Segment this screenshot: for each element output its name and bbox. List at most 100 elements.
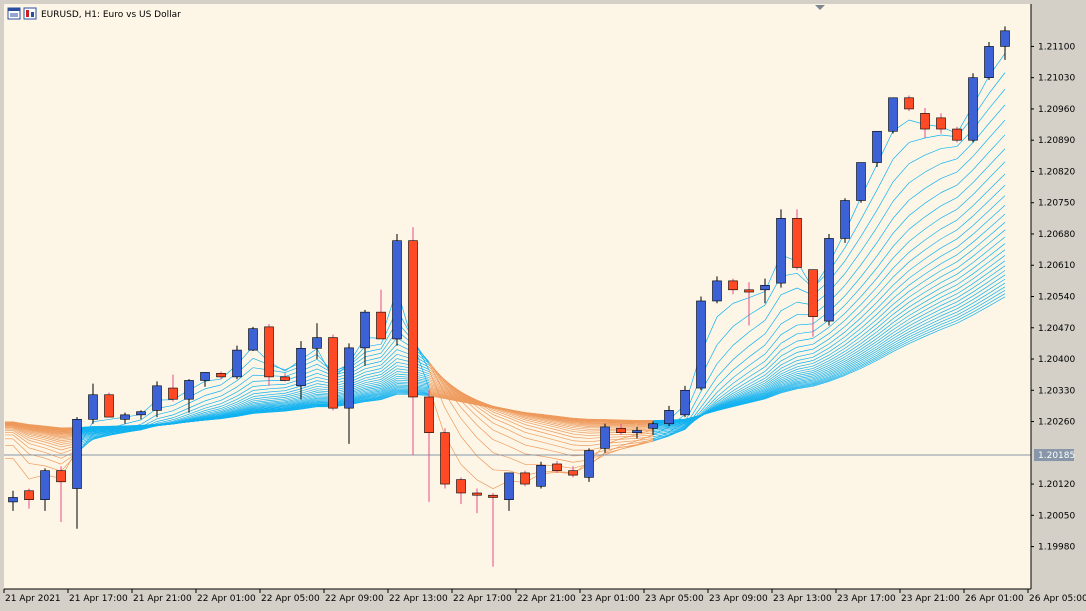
ribbon-segment: [876, 304, 894, 320]
ribbon-segment: [796, 378, 814, 382]
y-tick-label: 1.20750: [1038, 199, 1075, 209]
ribbon-segment: [108, 430, 126, 433]
ribbon-segment: [220, 399, 238, 407]
ribbon-segment: [92, 433, 110, 437]
price-axis[interactable]: 1.21100 1.21030 1.20960 1.20890 1.20820 1.207…: [1031, 42, 1075, 553]
ribbon-segment: [668, 427, 686, 432]
ribbon-segment: [972, 266, 990, 280]
ribbon-segment: [492, 408, 510, 415]
ribbon-segment: [428, 388, 446, 394]
ribbon-segment: [252, 391, 270, 395]
ribbon-segment: [268, 406, 286, 409]
ribbon-segment: [764, 392, 782, 400]
ribbon-segment: [876, 332, 894, 345]
ribbon-segment: [236, 406, 254, 412]
ribbon-segment: [908, 137, 926, 143]
ribbon-segment: [460, 400, 478, 417]
ribbon-segment: [988, 278, 1006, 290]
ribbon-segment: [12, 458, 30, 480]
ribbon-segment: [12, 426, 30, 435]
ribbon-segment: [252, 407, 270, 410]
ribbon-segment: [812, 354, 830, 364]
ribbon-segment: [652, 433, 670, 438]
ribbon-segment: [716, 387, 734, 401]
ribbon-segment: [540, 415, 558, 420]
ribbon-segment: [252, 380, 270, 382]
ribbon-segment: [972, 289, 990, 300]
ribbon-segment: [492, 429, 510, 438]
candle: [856, 162, 866, 203]
shift-marker-icon[interactable]: [815, 5, 825, 10]
ribbon-segment: [124, 419, 142, 425]
ribbon-segment: [44, 431, 62, 436]
ribbon-segment: [572, 421, 590, 425]
bear-candle-body: [552, 463, 562, 471]
ribbon-segment: [780, 346, 798, 357]
ribbon-segment: [956, 249, 974, 263]
ribbon-segment: [268, 405, 286, 408]
ribbon-segment: [380, 365, 398, 378]
ribbon-segment: [924, 315, 942, 324]
ribbon-segment: [732, 393, 750, 401]
ribbon-segment: [236, 402, 254, 410]
ribbon-segment: [940, 297, 958, 306]
ribbon-segment: [940, 293, 958, 302]
candle: [824, 233, 834, 326]
ribbon-segment: [604, 447, 622, 451]
ribbon-segment: [972, 271, 990, 284]
ribbon-segment: [780, 333, 798, 344]
ribbon-segment: [92, 430, 110, 433]
ribbon-segment: [252, 406, 270, 409]
y-tick-label: 1.20050: [1038, 511, 1075, 521]
ribbon-segment: [284, 390, 302, 396]
ribbon-segment: [748, 384, 766, 393]
ribbon-segment: [268, 408, 286, 410]
ribbon-segment: [300, 390, 318, 396]
ribbon-segment: [92, 429, 110, 432]
ribbon-segment: [652, 428, 670, 431]
ribbon-segment: [12, 445, 30, 464]
ribbon-segment: [284, 404, 302, 408]
ribbon-segment: [188, 407, 206, 415]
ribbon-segment: [844, 349, 862, 360]
ribbon-segment: [764, 343, 782, 362]
ribbon-segment: [828, 320, 846, 334]
ribbon-segment: [860, 318, 878, 333]
ribbon-segment: [780, 388, 798, 394]
ribbon-segment: [908, 154, 926, 165]
candle: [984, 41, 994, 80]
ribbon-segment: [236, 398, 254, 407]
ribbon-segment: [780, 387, 798, 393]
ribbon-segment: [860, 343, 878, 355]
ribbon-segment: [364, 393, 382, 398]
time-axis[interactable]: 21 Apr 2021 21 Apr 17:00 21 Apr 21:00 22 Ap…: [3, 589, 1086, 604]
ribbon-segment: [924, 308, 942, 318]
bear-candle-body: [488, 494, 498, 498]
ribbon-segment: [748, 391, 766, 398]
ribbon-segment: [380, 375, 398, 386]
ribbon-segment: [956, 194, 974, 210]
ribbon-segment: [764, 385, 782, 394]
y-tick-label: 1.20820: [1038, 167, 1075, 177]
ribbon-segment: [108, 431, 126, 435]
ribbon-segment: [828, 356, 846, 366]
ribbon-segment: [940, 301, 958, 310]
ribbon-segment: [860, 308, 878, 324]
ribbon-segment: [28, 447, 46, 453]
ribbon-segment: [460, 436, 478, 457]
ribbon-segment: [828, 353, 846, 364]
ribbon-segment: [732, 396, 750, 403]
ribbon-segment: [508, 415, 526, 423]
ribbon-segment: [924, 282, 942, 293]
ribbon-segment: [380, 389, 398, 397]
ribbon-segment: [108, 429, 126, 431]
ribbon-segment: [748, 390, 766, 397]
ribbon-segment: [972, 177, 990, 195]
ribbon-segment: [732, 395, 750, 403]
bull-candle-body: [776, 218, 786, 284]
ribbon-segment: [780, 314, 798, 325]
bull-candle-body: [712, 280, 722, 302]
y-tick-label: 1.20890: [1038, 136, 1075, 146]
